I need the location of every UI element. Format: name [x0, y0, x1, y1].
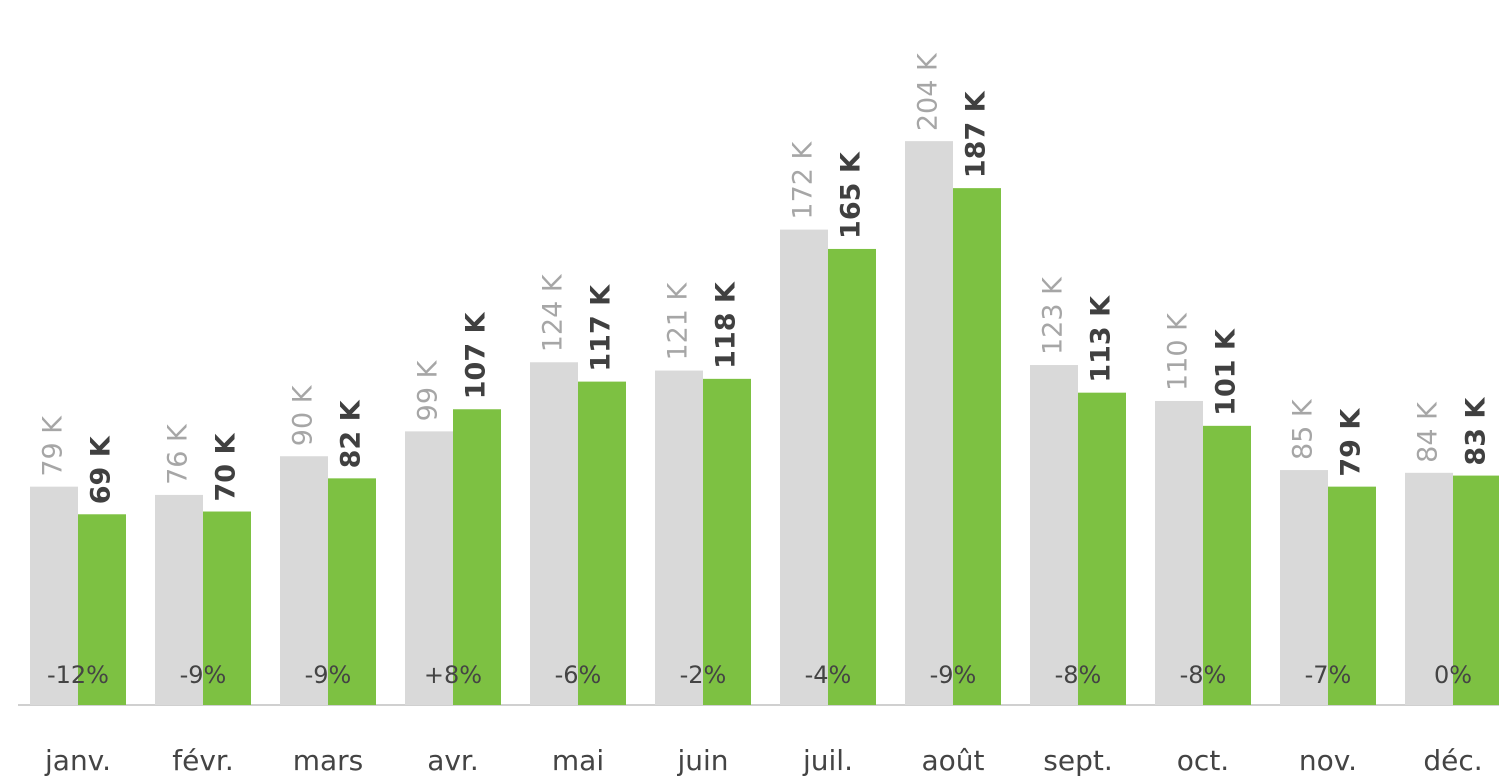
value-label: 110 K — [1163, 312, 1194, 391]
change-label: +8% — [424, 661, 482, 689]
value-label: 69 K — [86, 435, 117, 504]
value-label: 82 K — [336, 399, 367, 468]
bar — [30, 486, 78, 705]
value-label: 117 K — [586, 284, 617, 372]
x-tick-label: août — [921, 744, 984, 777]
value-label: 172 K — [788, 140, 819, 219]
bar — [905, 141, 953, 706]
value-label: 76 K — [163, 423, 194, 485]
value-label: 113 K — [1086, 295, 1117, 383]
bar — [530, 362, 578, 705]
value-label: 101 K — [1211, 328, 1242, 416]
change-label: -9% — [180, 661, 227, 689]
value-label: 90 K — [288, 384, 319, 446]
change-label: -4% — [805, 661, 852, 689]
bar — [155, 494, 203, 705]
bar — [453, 409, 501, 705]
bar — [1280, 470, 1328, 705]
value-label: 79 K — [38, 415, 69, 477]
value-label: 99 K — [413, 359, 444, 421]
value-label: 187 K — [961, 90, 992, 178]
bar — [203, 511, 251, 705]
value-label: 121 K — [663, 281, 694, 360]
bar — [280, 456, 328, 705]
change-label: 0% — [1434, 661, 1472, 689]
value-label: 124 K — [538, 273, 569, 352]
bar — [1453, 475, 1499, 705]
change-label: -9% — [930, 661, 977, 689]
bar — [655, 370, 703, 705]
bar — [1030, 365, 1078, 705]
bar — [780, 229, 828, 706]
x-tick-label: sept. — [1043, 744, 1112, 777]
value-label: 165 K — [836, 151, 867, 239]
value-label: 107 K — [461, 311, 492, 399]
x-tick-label: mai — [552, 744, 604, 777]
x-tick-label: juil. — [802, 744, 853, 777]
bar — [78, 514, 126, 705]
bar — [328, 478, 376, 705]
change-label: -6% — [555, 661, 602, 689]
bar — [578, 381, 626, 705]
value-label: 83 K — [1461, 397, 1492, 466]
x-tick-label: mars — [293, 744, 364, 777]
change-label: -12% — [47, 661, 109, 689]
bar — [1203, 425, 1251, 705]
value-label: 84 K — [1413, 401, 1444, 463]
bar — [703, 378, 751, 705]
change-label: -9% — [305, 661, 352, 689]
bar — [1328, 486, 1376, 705]
x-tick-label: janv. — [44, 744, 111, 777]
bar — [953, 188, 1001, 705]
value-label: 118 K — [711, 281, 742, 369]
value-label: 70 K — [211, 433, 242, 502]
bar — [1405, 472, 1453, 705]
bar — [1155, 400, 1203, 705]
x-tick-label: avr. — [427, 744, 479, 777]
x-tick-label: juin — [676, 744, 728, 777]
change-label: -8% — [1055, 661, 1102, 689]
x-tick-label: oct. — [1177, 744, 1229, 777]
value-label: 123 K — [1038, 276, 1069, 355]
bar — [405, 431, 453, 705]
change-label: -2% — [680, 661, 727, 689]
x-tick-label: nov. — [1299, 744, 1357, 777]
x-tick-label: déc. — [1423, 744, 1482, 777]
bar — [828, 248, 876, 705]
value-label: 204 K — [913, 52, 944, 131]
x-tick-label: févr. — [172, 744, 234, 777]
change-label: -7% — [1305, 661, 1352, 689]
change-label: -8% — [1180, 661, 1227, 689]
bar — [1078, 392, 1126, 705]
value-label: 79 K — [1336, 408, 1367, 477]
value-label: 85 K — [1288, 398, 1319, 460]
